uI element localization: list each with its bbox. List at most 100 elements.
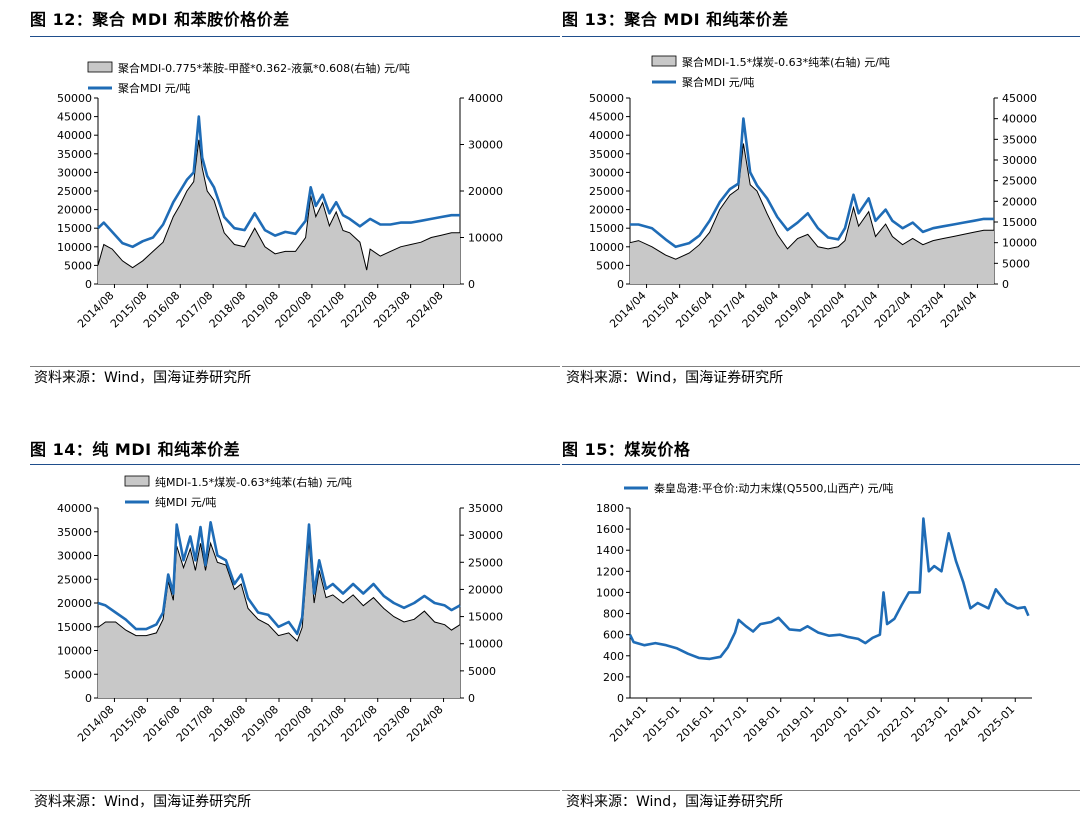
y-tick-label-left: 0 [617, 278, 624, 291]
page-title: 图 12：聚合 MDI 和苯胺价格价差 [30, 10, 290, 29]
x-tick-label: 2024/08 [404, 703, 446, 745]
legend-swatch-area [124, 475, 150, 487]
source-divider [30, 366, 560, 367]
y-tick-label-left: 1400 [596, 544, 624, 557]
x-tick-label: 2024/04 [938, 289, 980, 331]
source-divider [562, 366, 1080, 367]
y-tick-label-left: 30000 [57, 166, 92, 179]
y-tick-label-right: 20000 [468, 583, 503, 596]
source-divider [562, 790, 1080, 791]
legend-label: 纯MDI 元/吨 [155, 496, 216, 509]
y-tick-label-left: 15000 [57, 222, 92, 235]
source-note: 资料来源：Wind，国海证券研究所 [566, 370, 784, 386]
source-note: 资料来源：Wind，国海证券研究所 [566, 794, 784, 810]
x-tick-label: 2024/08 [404, 289, 446, 331]
panel-fig13: 图 13：聚合 MDI 和纯苯价差 聚合MDI-1.5*煤炭-0.63*纯苯(右… [562, 6, 1080, 406]
y-tick-label-left: 400 [603, 650, 624, 663]
y-tick-label-right: 10000 [1002, 237, 1037, 250]
title-divider [30, 464, 560, 465]
legend-label: 纯MDI-1.5*煤炭-0.63*纯苯(右轴) 元/吨 [155, 475, 352, 489]
y-tick-label-left: 40000 [57, 129, 92, 142]
panel-fig14: 图 14：纯 MDI 和纯苯价差 纯MDI-1.5*煤炭-0.63*纯苯(右轴)… [30, 436, 560, 836]
y-tick-label-left: 10000 [589, 241, 624, 254]
legend: 秦皇岛港:平仓价:动力末煤(Q5500,山西产) 元/吨 [624, 481, 893, 495]
y-tick-label-right: 20000 [468, 185, 503, 198]
source-note: 资料来源：Wind，国海证券研究所 [34, 370, 252, 386]
series-area-fill [98, 139, 460, 284]
title-divider [562, 36, 1080, 37]
y-tick-label-left: 35000 [589, 148, 624, 161]
y-tick-label-left: 20000 [589, 204, 624, 217]
legend-label: 聚合MDI-0.775*苯胺-甲醛*0.362-液氯*0.608(右轴) 元/吨 [118, 61, 410, 75]
y-tick-label-left: 30000 [589, 166, 624, 179]
y-tick-label-right: 15000 [1002, 216, 1037, 229]
y-tick-label-right: 0 [1002, 278, 1009, 291]
y-tick-label-right: 10000 [468, 232, 503, 245]
legend-label: 聚合MDI 元/吨 [682, 75, 754, 89]
series-area-fill [630, 143, 994, 284]
y-tick-label-left: 1800 [596, 502, 624, 515]
source-note: 资料来源：Wind，国海证券研究所 [34, 794, 252, 810]
y-tick-label-right: 30000 [1002, 154, 1037, 167]
y-tick-label-left: 15000 [589, 222, 624, 235]
y-tick-label-left: 5000 [64, 668, 92, 681]
y-tick-label-right: 30000 [468, 139, 503, 152]
legend: 聚合MDI-0.775*苯胺-甲醛*0.362-液氯*0.608(右轴) 元/吨… [87, 61, 410, 95]
page-title: 图 13：聚合 MDI 和纯苯价差 [562, 10, 789, 29]
y-tick-label-right: 45000 [1002, 92, 1037, 105]
legend-label: 秦皇岛港:平仓价:动力末煤(Q5500,山西产) 元/吨 [654, 481, 893, 495]
y-tick-label-right: 25000 [468, 556, 503, 569]
y-tick-label-right: 30000 [468, 529, 503, 542]
y-tick-label-left: 200 [603, 671, 624, 684]
y-tick-label-left: 5000 [64, 259, 92, 272]
panel-fig12: 图 12：聚合 MDI 和苯胺价格价差 聚合MDI-0.775*苯胺-甲醛*0.… [30, 6, 560, 406]
chart-fig12: 聚合MDI-0.775*苯胺-甲醛*0.362-液氯*0.608(右轴) 元/吨… [57, 61, 503, 331]
y-tick-label-right: 40000 [1002, 113, 1037, 126]
y-tick-label-left: 35000 [57, 148, 92, 161]
y-tick-label-left: 1600 [596, 523, 624, 536]
source-divider [30, 790, 560, 791]
y-tick-label-left: 45000 [589, 111, 624, 124]
x-tick-label: 2025-01 [976, 703, 1018, 745]
y-tick-label-left: 25000 [589, 185, 624, 198]
legend-label: 聚合MDI-1.5*煤炭-0.63*纯苯(右轴) 元/吨 [682, 55, 890, 69]
y-tick-label-left: 600 [603, 629, 624, 642]
y-tick-label-left: 45000 [57, 111, 92, 124]
y-tick-label-left: 20000 [57, 204, 92, 217]
y-tick-label-left: 40000 [589, 129, 624, 142]
y-tick-label-left: 800 [603, 608, 624, 621]
y-tick-label-right: 5000 [468, 665, 496, 678]
y-tick-label-right: 0 [468, 692, 475, 705]
series-spread-line [629, 143, 994, 260]
y-tick-label-left: 40000 [57, 502, 92, 515]
y-tick-label-right: 15000 [468, 611, 503, 624]
y-tick-label-left: 1000 [596, 586, 624, 599]
chart-fig15: 秦皇岛港:平仓价:动力末煤(Q5500,山西产) 元/吨 0 200 400 600 80… [596, 481, 1032, 745]
y-tick-label-left: 20000 [57, 597, 92, 610]
series-price-line [97, 115, 460, 249]
page-title: 图 15：煤炭价格 [562, 440, 691, 459]
series-price-line [630, 117, 994, 249]
y-tick-label-left: 15000 [57, 621, 92, 634]
y-tick-label-left: 35000 [57, 526, 92, 539]
y-tick-label-left: 25000 [57, 185, 92, 198]
y-tick-label-left: 10000 [57, 241, 92, 254]
legend-swatch-area [651, 55, 677, 67]
y-tick-label-right: 35000 [468, 502, 503, 515]
y-tick-label-left: 50000 [57, 92, 92, 105]
y-tick-label-left: 0 [85, 278, 92, 291]
y-tick-label-right: 25000 [1002, 175, 1037, 188]
y-tick-label-right: 10000 [468, 638, 503, 651]
y-tick-label-right: 5000 [1002, 257, 1030, 270]
panel-fig15: 图 15：煤炭价格 秦皇岛港:平仓价:动力末煤(Q5500,山西产) 元/吨 0 2… [562, 436, 1080, 836]
y-tick-label-right: 35000 [1002, 133, 1037, 146]
title-divider [562, 464, 1080, 465]
legend-swatch-area [87, 61, 113, 73]
series-area-fill [98, 540, 460, 698]
y-tick-label-left: 10000 [57, 645, 92, 658]
y-tick-label-left: 30000 [57, 550, 92, 563]
